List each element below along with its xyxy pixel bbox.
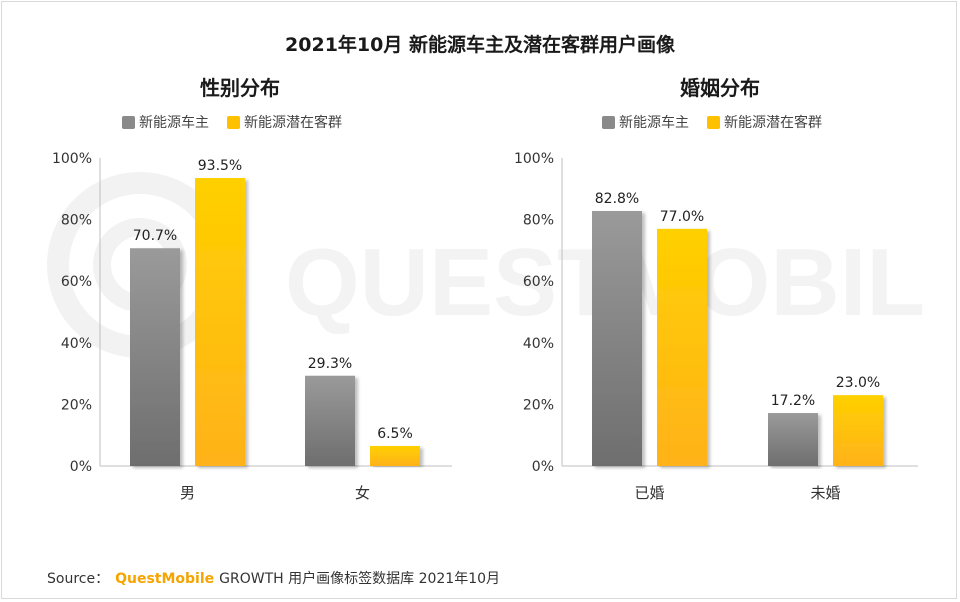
bar-potential xyxy=(195,178,245,466)
legend-item-potential: 新能源潜在客群 xyxy=(227,112,342,132)
data-label: 29.3% xyxy=(308,356,352,372)
data-label: 93.5% xyxy=(198,158,242,174)
bar-owner xyxy=(130,248,180,466)
y-tick-label: 60% xyxy=(523,274,554,290)
source-prefix: Source： xyxy=(47,571,110,587)
legend-label-potential: 新能源潜在客群 xyxy=(244,115,342,131)
x-category-label: 未婚 xyxy=(810,484,840,502)
source-note: Source： QuestMobile GROWTH 用户画像标签数据库 202… xyxy=(47,568,500,588)
y-tick-label: 40% xyxy=(61,336,92,352)
y-tick-label: 20% xyxy=(61,397,92,413)
bar-owner xyxy=(768,413,818,466)
data-label: 17.2% xyxy=(771,393,815,409)
y-tick-label: 100% xyxy=(514,151,554,167)
data-label: 77.0% xyxy=(660,209,704,225)
chart-title-gender: 性别分布 xyxy=(200,76,280,100)
legend-label-potential: 新能源潜在客群 xyxy=(724,115,822,131)
y-tick-label: 0% xyxy=(70,459,92,475)
y-tick-label: 40% xyxy=(523,336,554,352)
data-label: 70.7% xyxy=(133,228,177,244)
bar-potential xyxy=(833,395,883,466)
x-category-label: 已婚 xyxy=(634,484,664,502)
legend-label-owner: 新能源车主 xyxy=(619,115,689,131)
legend-marital: 新能源车主 新能源潜在客群 xyxy=(602,112,822,132)
y-tick-label: 0% xyxy=(532,459,554,475)
data-label: 82.8% xyxy=(595,191,639,207)
legend-label-owner: 新能源车主 xyxy=(139,115,209,131)
legend-item-owner: 新能源车主 xyxy=(122,112,209,132)
chart-title-marital: 婚姻分布 xyxy=(680,76,760,100)
legend-swatch-owner xyxy=(122,115,135,129)
legend-item-owner: 新能源车主 xyxy=(602,112,689,132)
data-label: 23.0% xyxy=(836,375,880,391)
data-label: 6.5% xyxy=(377,426,413,442)
legend-item-potential: 新能源潜在客群 xyxy=(707,112,822,132)
bar-owner xyxy=(305,375,355,466)
main-title: 2021年10月 新能源车主及潜在客群用户画像 xyxy=(285,34,675,56)
y-tick-label: 60% xyxy=(61,274,92,290)
bar-potential xyxy=(657,228,707,466)
source-text: GROWTH 用户画像标签数据库 2021年10月 xyxy=(219,571,501,587)
y-tick-label: 80% xyxy=(523,213,554,229)
source-brand: QuestMobile xyxy=(115,571,215,587)
x-category-label: 女 xyxy=(355,484,370,502)
legend-swatch-potential xyxy=(227,115,240,129)
y-tick-label: 20% xyxy=(523,397,554,413)
y-tick-label: 80% xyxy=(61,213,92,229)
x-category-label: 男 xyxy=(180,484,195,502)
y-tick-label: 100% xyxy=(52,151,92,167)
legend-gender: 新能源车主 新能源潜在客群 xyxy=(122,112,342,132)
bar-owner xyxy=(592,210,642,466)
legend-swatch-owner xyxy=(602,115,615,129)
legend-swatch-potential xyxy=(707,115,720,129)
bar-potential xyxy=(370,445,420,466)
